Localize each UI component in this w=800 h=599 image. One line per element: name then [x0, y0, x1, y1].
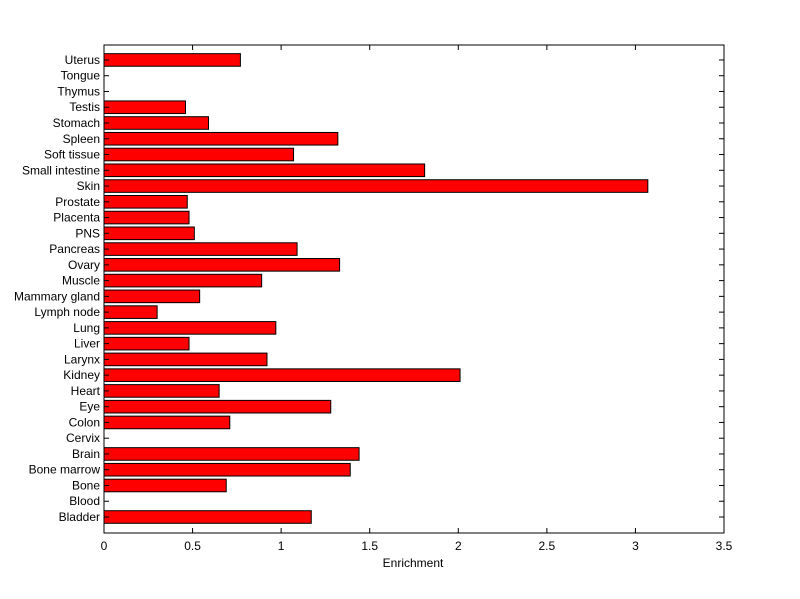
bar-bladder [103, 510, 312, 524]
bar-bone [103, 478, 227, 493]
bar-ovary [103, 258, 341, 272]
category-label: Pancreas [49, 242, 100, 256]
category-label: Lung [73, 321, 100, 335]
category-label: Spleen [63, 132, 100, 146]
bar-eye [103, 399, 332, 414]
bar-pns [103, 226, 195, 241]
category-label: Ovary [68, 258, 100, 272]
bar-mammary-gland [103, 289, 201, 304]
category-label: Skin [77, 179, 100, 193]
category-label: Heart [71, 384, 101, 398]
category-label: Testis [69, 100, 100, 114]
category-label: Mammary gland [14, 289, 100, 303]
category-label: Bladder [59, 510, 100, 524]
x-tick-labels: 0 0.5 1 1.5 2 2.5 3 3.5 [101, 539, 733, 553]
bar-uterus [103, 53, 241, 67]
bar-spleen [103, 131, 339, 146]
bar-stomach [103, 116, 210, 130]
category-label: Small intestine [22, 163, 100, 177]
category-label: Stomach [53, 116, 100, 130]
bar-testis [103, 100, 186, 115]
bar-skin [103, 179, 649, 193]
bar-brain [103, 447, 360, 461]
category-label: Colon [69, 415, 100, 429]
category-label: Larynx [64, 352, 100, 366]
category-label: Lymph node [34, 305, 100, 319]
x-tick-label: 2.5 [539, 539, 556, 553]
category-label: Placenta [53, 211, 100, 225]
bar-small-intestine [103, 163, 426, 178]
category-label: Prostate [55, 195, 100, 209]
bar-lung [103, 321, 277, 335]
bar-liver [103, 336, 190, 351]
category-label: Tongue [61, 69, 101, 83]
bar-soft-tissue [103, 147, 295, 162]
x-tick-label: 2 [455, 539, 462, 553]
plot-frame [103, 44, 725, 534]
bar-muscle [103, 273, 263, 288]
bar-kidney [103, 368, 461, 382]
bar-placenta [103, 210, 190, 225]
category-label: Kidney [63, 368, 100, 382]
x-tick-label: 0 [101, 539, 108, 553]
category-label: Cervix [66, 431, 100, 445]
x-axis-title: Enrichment [383, 556, 444, 570]
x-tick-label: 1 [278, 539, 285, 553]
bar-heart [103, 384, 220, 398]
bar-prostate [103, 195, 188, 209]
x-tick-label: 3.5 [716, 539, 733, 553]
bar-pancreas [103, 242, 298, 256]
category-label: Soft tissue [44, 148, 100, 162]
category-label: Bone [72, 478, 100, 492]
category-label: Blood [69, 494, 100, 508]
category-label: Uterus [65, 53, 100, 67]
x-tick-label: 0.5 [184, 539, 201, 553]
bar-colon [103, 415, 231, 430]
category-label: PNS [75, 226, 100, 240]
category-label: Eye [79, 400, 100, 414]
x-tick-label: 1.5 [361, 539, 378, 553]
category-label: Bone marrow [29, 463, 101, 477]
bar-larynx [103, 352, 268, 367]
category-label: Muscle [62, 274, 100, 288]
bar-bone-marrow [103, 462, 351, 477]
ticks-group [103, 45, 725, 533]
category-label: Brain [72, 447, 100, 461]
category-label: Liver [74, 337, 100, 351]
bar-lymph-node [103, 305, 158, 319]
x-tick-label: 3 [632, 539, 639, 553]
category-label: Thymus [57, 84, 100, 98]
